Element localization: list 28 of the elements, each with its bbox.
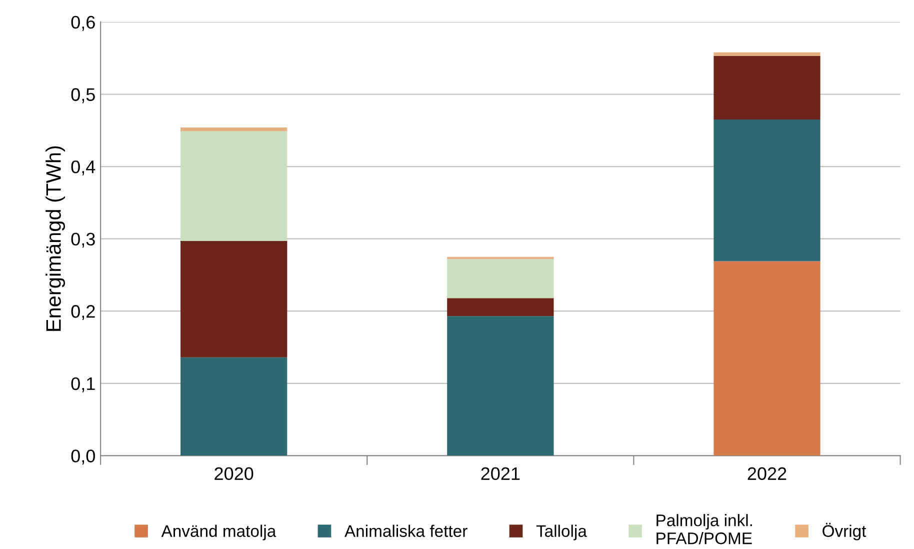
legend-label: Animaliska fetter (344, 524, 468, 537)
bar (447, 259, 554, 298)
bar (714, 56, 820, 120)
bar (180, 240, 288, 358)
y-tick-label: 0,0 (71, 450, 95, 465)
bar (714, 261, 820, 456)
bar (180, 131, 288, 241)
legend-label: Övrigt (822, 522, 866, 540)
bar (447, 256, 554, 260)
y-tick-label: 0,1 (71, 377, 95, 392)
legend-label: Tallolja (536, 524, 587, 540)
bar (447, 298, 554, 316)
bar (180, 127, 288, 132)
y-tick-label: 0,2 (71, 305, 95, 320)
x-tick-label: 2022 (748, 467, 786, 480)
x-tick-label: 2020 (214, 467, 254, 480)
bar (714, 52, 820, 56)
bar (447, 316, 554, 456)
legend-label: Palmolja inkl. PFAD/POME (656, 514, 752, 544)
y-tick-label: 0,3 (71, 232, 95, 248)
x-tick-label: 2021 (481, 467, 520, 480)
bar (714, 120, 820, 262)
y-tick-label: 0,6 (71, 16, 95, 31)
legend-label: Använd matolja (161, 524, 276, 540)
bar (180, 357, 288, 456)
y-axis-title: Energimängd (TWh) (46, 146, 66, 331)
y-tick-label: 0,5 (71, 88, 95, 104)
y-tick-label: 0,4 (71, 160, 96, 176)
